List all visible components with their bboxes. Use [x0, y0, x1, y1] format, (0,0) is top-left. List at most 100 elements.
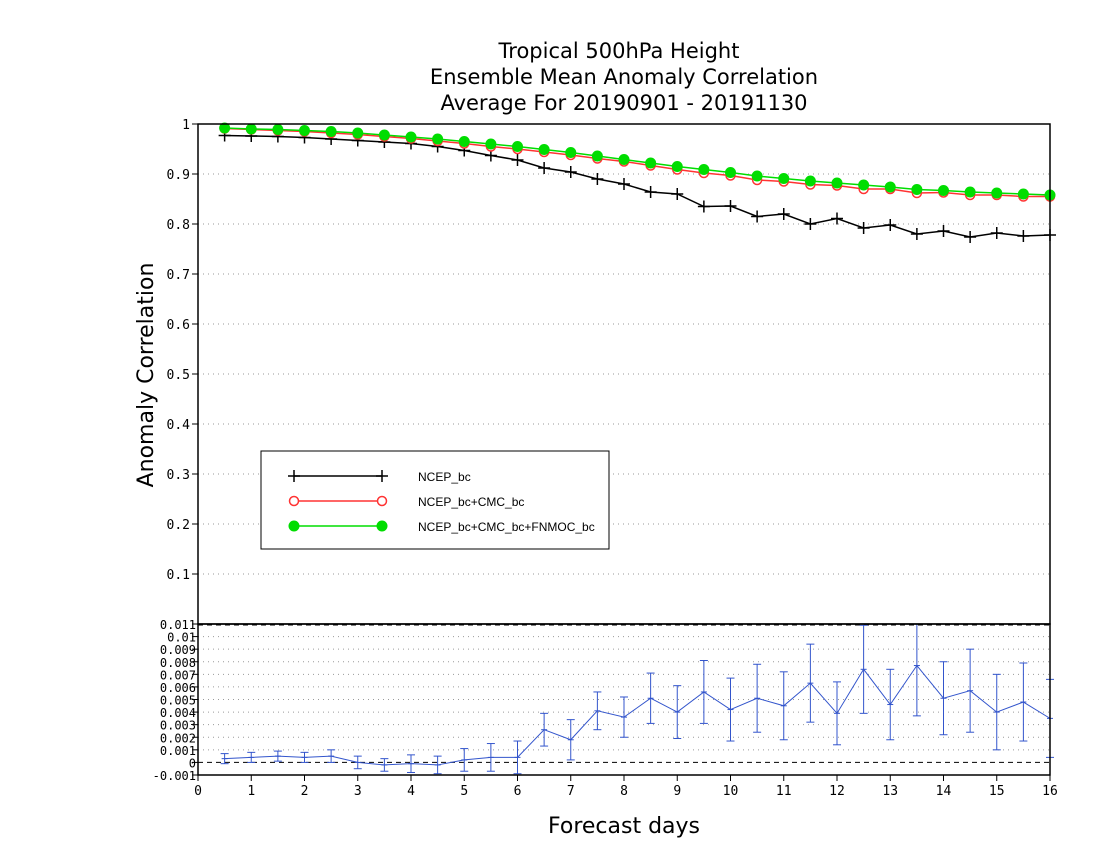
- series-0-group: [218, 129, 1056, 243]
- legend-label: NCEP_bc+CMC_bc: [418, 495, 524, 509]
- series-2-point: [378, 129, 390, 141]
- sub-y-tick-label: 0.01: [167, 631, 196, 645]
- error-bar: [1019, 662, 1028, 742]
- series-2-point: [645, 157, 657, 169]
- series-0-point: [618, 178, 630, 190]
- error-bar: [407, 754, 415, 773]
- sub-y-tick-label: 0.008: [160, 656, 196, 670]
- series-0-point: [697, 200, 710, 213]
- error-bar: [433, 755, 442, 775]
- difference-series: [220, 623, 1054, 775]
- series-0-point: [937, 225, 950, 237]
- error-bar: [540, 712, 549, 747]
- series-2-group: [219, 122, 1056, 201]
- error-bar: [273, 750, 282, 762]
- chart-title-line-3: Average For 20190901 - 20191130: [440, 91, 807, 115]
- sub-y-tick-label: -0.001: [153, 769, 196, 783]
- series-0-point: [857, 222, 870, 234]
- sub-plot-grid: [198, 624, 1050, 763]
- x-tick-label: 7: [567, 784, 575, 799]
- error-bar: [886, 668, 895, 741]
- series-2-line: [224, 127, 1051, 196]
- series-0-point: [804, 218, 817, 230]
- error-bar: [247, 751, 256, 763]
- legend-label: NCEP_bc+CMC_bc+FNMOC_bc: [418, 520, 595, 534]
- chart-title-line-1: Tropical 500hPa Height: [498, 39, 740, 63]
- x-tick-label: 11: [776, 784, 792, 799]
- error-bar: [300, 751, 309, 763]
- error-bar: [992, 673, 1001, 751]
- legend-item-1: NCEP_bc+CMC_bc: [288, 495, 524, 509]
- series-2-point: [272, 124, 284, 135]
- x-tick-label: 12: [829, 784, 845, 799]
- series-2-point: [245, 123, 257, 135]
- difference-line: [224, 664, 1051, 766]
- x-tick-label: 4: [407, 784, 415, 799]
- error-bar: [939, 661, 948, 736]
- main-y-tick-label: 0.1: [167, 568, 190, 583]
- error-bar: [460, 748, 469, 772]
- error-bar: [966, 648, 975, 733]
- x-tick-label: 6: [514, 784, 522, 799]
- series-0-point: [777, 208, 790, 220]
- series-0-point: [644, 186, 657, 198]
- main-y-tick-label: 1: [182, 118, 190, 133]
- sub-y-tick-label: 0.005: [160, 694, 196, 708]
- main-plot-y-ticks: 0.1 0.2 0.3 0.4 0.5 0.6 0.7 0.8 0.9 1: [167, 118, 198, 583]
- error-bar: [620, 696, 628, 738]
- sub-y-tick-label: 0.004: [160, 706, 196, 720]
- series-0-point: [538, 162, 551, 174]
- sub-y-tick-label: 0: [189, 756, 196, 770]
- sub-plot-frame: [197, 623, 1051, 776]
- main-y-tick-label: 0.2: [167, 518, 190, 533]
- sub-y-tick-label: 0.002: [160, 731, 196, 745]
- sub-y-tick-label: 0.009: [160, 643, 196, 657]
- main-y-tick-label: 0.4: [167, 418, 191, 433]
- x-tick-label: 9: [673, 784, 681, 799]
- series-0-point: [910, 228, 923, 240]
- legend-0-point: [376, 470, 388, 482]
- series-0-point: [964, 231, 977, 243]
- series-2-point: [485, 138, 497, 150]
- sub-y-tick-label: 0.011: [160, 618, 196, 632]
- series-0-point: [671, 188, 684, 200]
- legend-0-point: [288, 470, 300, 482]
- x-tick-label: 5: [460, 784, 468, 799]
- series-2-point: [432, 133, 444, 145]
- x-tick-label: 3: [354, 784, 362, 799]
- error-bar: [833, 681, 841, 746]
- main-y-tick-label: 0.5: [167, 368, 190, 383]
- error-bar: [327, 749, 336, 763]
- series-0-point: [884, 219, 897, 231]
- series-2-point: [751, 170, 763, 182]
- series-2-point: [219, 122, 231, 134]
- series-2-point: [911, 184, 923, 195]
- series-2-point: [565, 147, 577, 158]
- x-tick-label: 0: [194, 784, 202, 799]
- series-2-point: [405, 131, 417, 143]
- sub-plot-ticks: -0.00100.0010.0020.0030.0040.0050.0060.0…: [153, 618, 1058, 799]
- series-2-point: [991, 187, 1003, 199]
- series-2-point: [964, 186, 976, 198]
- x-tick-label: 15: [989, 784, 1005, 799]
- series-2-point: [698, 164, 710, 175]
- main-y-tick-label: 0.8: [167, 218, 190, 233]
- error-bar: [699, 659, 708, 724]
- x-tick-label: 13: [882, 784, 898, 799]
- series-0-point: [724, 200, 737, 212]
- sub-y-tick-label: 0.006: [160, 681, 196, 695]
- main-plot-series: [218, 122, 1056, 243]
- sub-y-tick-label: 0.007: [160, 668, 196, 682]
- series-0-line: [224, 134, 1051, 238]
- series-2-point: [725, 167, 736, 178]
- error-bar: [220, 753, 229, 765]
- series-2-point: [831, 177, 843, 189]
- legend-item-2: NCEP_bc+CMC_bc+FNMOC_bc: [288, 520, 595, 534]
- series-0-point: [511, 154, 524, 166]
- series-2-point: [299, 125, 310, 136]
- chart-title-line-2: Ensemble Mean Anomaly Correlation: [430, 65, 818, 89]
- legend-label: NCEP_bc: [418, 470, 471, 484]
- legend-box: [260, 450, 610, 550]
- series-2-point: [618, 154, 630, 165]
- series-2-point: [778, 173, 790, 184]
